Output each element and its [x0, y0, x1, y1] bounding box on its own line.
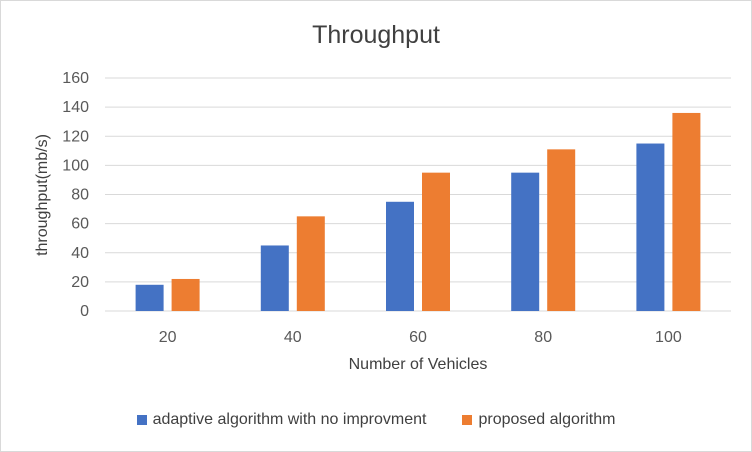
bar-series-2-80 — [547, 149, 576, 311]
bar-series-2-20 — [171, 278, 200, 311]
bar-series-1-100 — [636, 143, 665, 311]
y-tick-label: 20 — [71, 274, 89, 291]
bar-series-2-100 — [672, 112, 701, 311]
y-tick-label: 0 — [80, 303, 89, 320]
legend-item-series-2: proposed algorithm — [462, 411, 615, 429]
bar-series-1-20 — [135, 284, 164, 311]
y-tick-label: 140 — [62, 99, 89, 116]
y-tick-label: 80 — [71, 187, 89, 204]
y-tick-label: 60 — [71, 216, 89, 233]
legend-swatch-series-2 — [462, 415, 473, 425]
legend-swatch-series-1 — [136, 415, 147, 425]
y-tick-label: 120 — [62, 128, 89, 145]
y-tick-label: 40 — [71, 245, 89, 262]
chart-title: Throughput — [312, 21, 440, 49]
bar-series-2-60 — [422, 172, 450, 311]
x-tick-label: 20 — [159, 329, 177, 346]
x-tick-label: 60 — [409, 329, 427, 346]
x-axis-label: Number of Vehicles — [348, 356, 488, 373]
legend-label-series-2: proposed algorithm — [478, 411, 616, 428]
bar-series-1-60 — [386, 201, 414, 311]
bar-series-1-40 — [260, 245, 289, 311]
legend: adaptive algorithm with no improvment pr… — [1, 411, 751, 429]
x-tick-label: 100 — [655, 329, 682, 346]
y-tick-label: 160 — [62, 70, 89, 87]
bar-series-2-40 — [296, 216, 325, 311]
legend-label-series-1: adaptive algorithm with no improvment — [152, 411, 427, 428]
x-tick-label: 80 — [534, 329, 552, 346]
bar-series-1-80 — [511, 172, 540, 311]
x-tick-label: 40 — [284, 329, 302, 346]
legend-item-series-1: adaptive algorithm with no improvment — [136, 411, 427, 429]
y-tick-label: 100 — [62, 157, 89, 174]
